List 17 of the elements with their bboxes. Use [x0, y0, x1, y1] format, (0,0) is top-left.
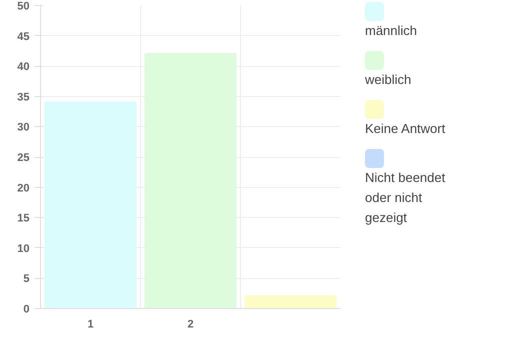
legend-label: Keine Antwort	[365, 120, 446, 138]
y-tick-label: 15	[17, 212, 30, 225]
y-tick-label: 50	[17, 0, 30, 12]
y-tick-label: 35	[17, 91, 30, 104]
y-tick-label: 0	[23, 304, 30, 316]
legend-label: weiblich	[365, 71, 412, 89]
y-tick-label: 40	[17, 61, 30, 74]
y-tick-label: 5	[23, 273, 30, 286]
legend-label: männlich	[365, 22, 418, 40]
legend-label: Nicht beendet oder nicht gezeigt	[365, 169, 446, 227]
y-tick-label: 25	[17, 152, 30, 164]
y-tick-label: 30	[17, 122, 30, 134]
y-tick-label: 45	[17, 30, 30, 43]
y-tick-label: 10	[17, 242, 30, 255]
x-tick-label: 1	[87, 318, 94, 330]
y-tick-label: 20	[17, 182, 30, 194]
x-tick-label: 2	[187, 318, 194, 330]
